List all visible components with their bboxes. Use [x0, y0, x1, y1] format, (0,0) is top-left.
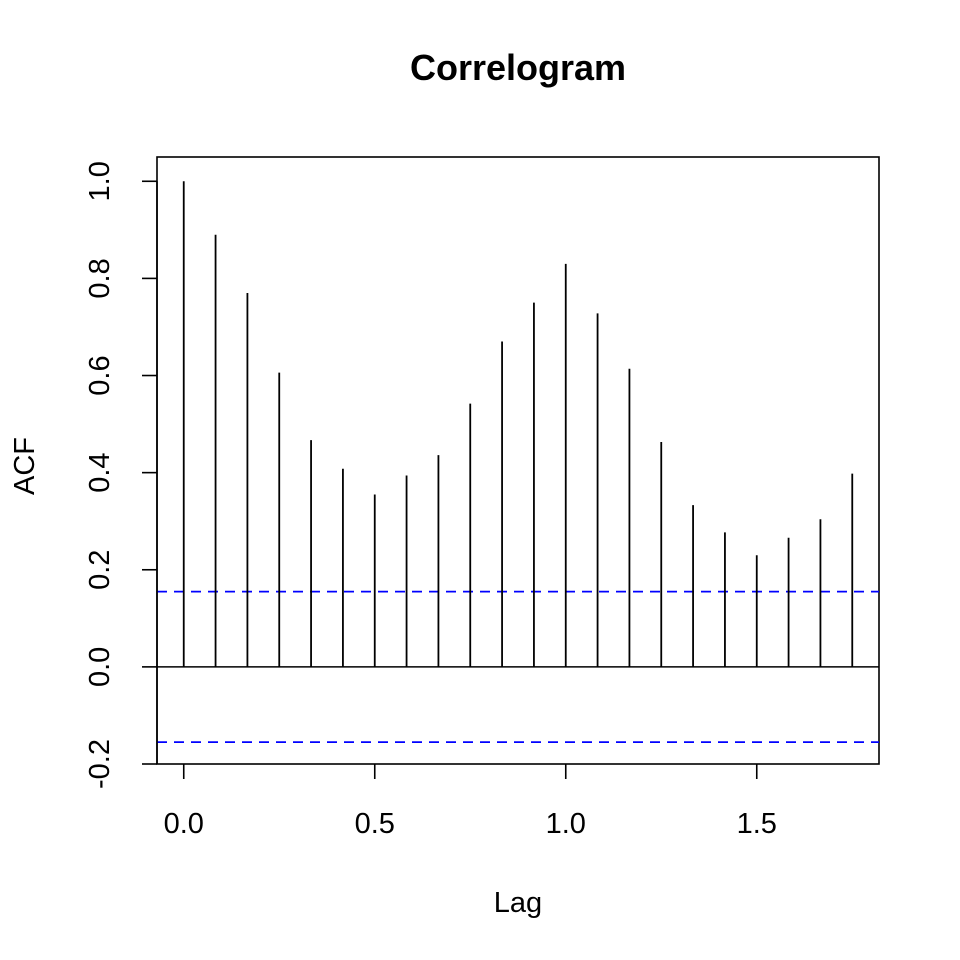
y-tick-label: 0.4 [84, 452, 116, 492]
plot-frame [156, 156, 880, 765]
y-tick-label: 1.0 [84, 161, 116, 201]
y-tick-label: 0.2 [84, 550, 116, 590]
plot-marks: 0.0 0.5 1.0 1.5 -0.2 0.0 0.2 0.4 0.6 0.8 1.0 [84, 161, 879, 840]
x-tick-label: 1.5 [737, 808, 777, 840]
x-axis-label: Lag [494, 887, 542, 919]
y-axis-label: ACF [9, 437, 41, 495]
y-tick-label: 0.0 [84, 647, 116, 687]
x-tick-label: 1.0 [546, 808, 586, 840]
y-tick-label: 0.6 [84, 355, 116, 395]
y-tick-label: -0.2 [84, 739, 116, 789]
y-tick-label: 0.8 [84, 258, 116, 298]
chart-title: Correlogram [410, 47, 626, 88]
x-tick-label: 0.5 [355, 808, 395, 840]
x-tick-label: 0.0 [164, 808, 204, 840]
